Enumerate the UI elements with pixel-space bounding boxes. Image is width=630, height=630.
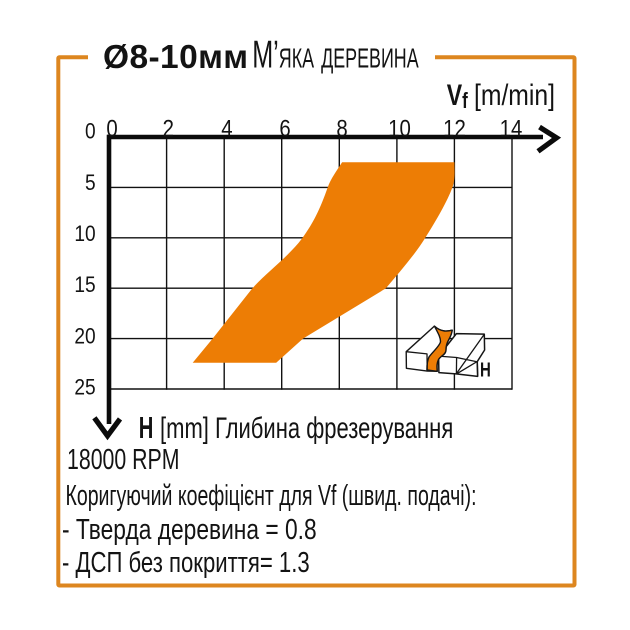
svg-text:4: 4 <box>221 115 232 142</box>
svg-text:0: 0 <box>85 119 96 144</box>
svg-text:25: 25 <box>74 375 95 400</box>
svg-text:10: 10 <box>388 115 411 142</box>
svg-text:10: 10 <box>74 222 95 247</box>
svg-text:20: 20 <box>74 324 95 349</box>
svg-text:[m/min]: [m/min] <box>474 78 555 112</box>
svg-text:15: 15 <box>74 273 95 298</box>
svg-text:6: 6 <box>279 115 290 142</box>
svg-text:H: H <box>480 358 491 381</box>
svg-text:H: H <box>139 410 154 446</box>
svg-text:- Тверда деревина = 0.8: - Тверда деревина = 0.8 <box>62 512 317 545</box>
svg-text:- ДСП без покриття= 1.3: - ДСП без покриття= 1.3 <box>62 547 310 578</box>
svg-text:8: 8 <box>336 115 347 142</box>
svg-text:18000 RPM: 18000 RPM <box>67 444 180 476</box>
svg-text:14: 14 <box>500 115 523 142</box>
svg-text:0: 0 <box>106 115 117 142</box>
svg-text:5: 5 <box>85 171 96 196</box>
svg-text:2: 2 <box>163 115 174 142</box>
svg-text:Коригуючий коефіцієнт для Vf (: Коригуючий коефіцієнт для Vf (швид. пода… <box>66 480 477 512</box>
svg-text:М’ЯКА ДЕРЕВИНА: М’ЯКА ДЕРЕВИНА <box>252 32 419 76</box>
svg-text:[mm] Глибина фрезерування: [mm] Глибина фрезерування <box>160 411 453 445</box>
svg-text:Vf: Vf <box>447 78 468 113</box>
svg-text:12: 12 <box>443 115 466 142</box>
svg-text:Ø8-10мм: Ø8-10мм <box>103 39 248 76</box>
